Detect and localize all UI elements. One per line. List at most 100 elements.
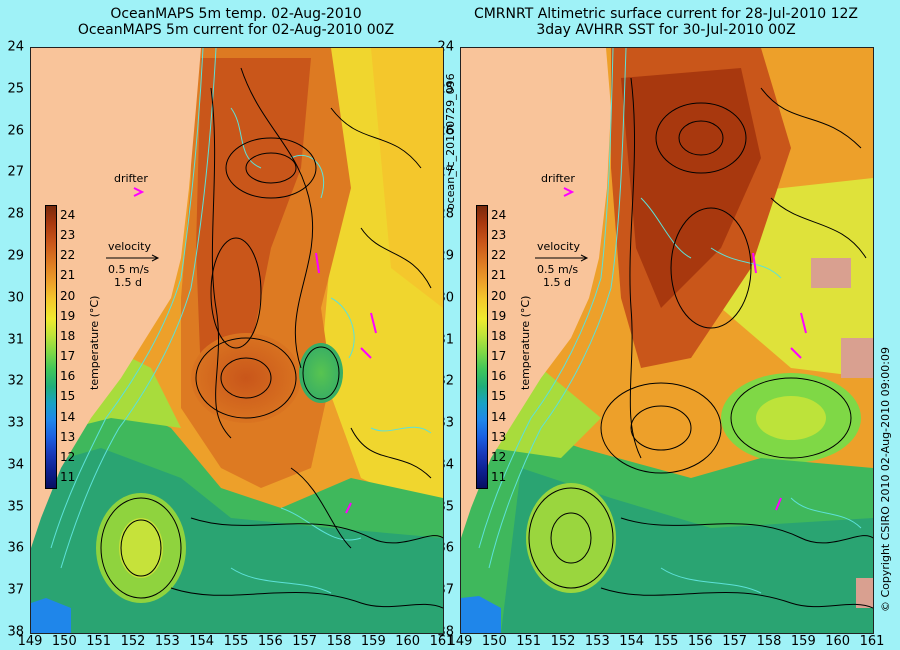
right-map: [460, 47, 874, 634]
longitude-label: 158: [326, 634, 352, 649]
latitude-label: 28: [7, 206, 24, 222]
southern-eddy-core: [119, 518, 163, 578]
southern-eddy: [526, 483, 616, 593]
left-velocity-arrow: [106, 254, 160, 262]
colorbar-tick-label: 15: [491, 389, 507, 404]
left-map: [30, 47, 444, 634]
longitude-label: 150: [51, 634, 77, 649]
colorbar-tick-label: 14: [491, 409, 507, 424]
colorbar-tick-label: 13: [491, 429, 507, 444]
file-id-label: ocean_fc_20100729_096: [444, 73, 457, 210]
longitude-label: 157: [722, 634, 748, 649]
bathymetry-contours: [50, 48, 432, 594]
eac-hot-core: [196, 58, 311, 408]
colorbar-tick-label: 12: [491, 449, 507, 464]
longitude-label: 153: [154, 634, 180, 649]
current-streamlines: [528, 77, 873, 609]
colorbar-tick-label: 20: [60, 288, 76, 303]
bass-strait-water: [31, 598, 71, 633]
colorbar-tick-label: 23: [491, 228, 507, 243]
left-x-axis: 149 150 151 152 153 154 155 156 157 158 159 160 161: [18, 634, 455, 650]
longitude-label: 151: [516, 634, 542, 649]
colorbar-tick-label: 16: [491, 369, 507, 384]
eac-hottest-core: [621, 68, 761, 308]
latitude-label: 38: [7, 624, 24, 640]
copyright-label: © Copyright CSIRO 2010 02-Aug-2010 09:00…: [879, 346, 892, 612]
right-drifter-label: drifter: [541, 172, 575, 185]
longitude-label: 155: [223, 634, 249, 649]
latitude-label: 24: [7, 39, 24, 55]
longitude-label: 160: [825, 634, 851, 649]
colorbar-tick-label: 11: [60, 470, 76, 484]
longitude-label: 155: [653, 634, 679, 649]
right-x-axis: 149 150 151 152 153 154 155 156 157 158 159 160 161: [448, 634, 885, 650]
latitude-label: 29: [7, 248, 24, 264]
longitude-label: 152: [550, 634, 576, 649]
longitude-label: 157: [292, 634, 318, 649]
ne-band: [371, 48, 443, 308]
right-velocity-arrow: [535, 254, 589, 262]
latitude-label: 36: [7, 540, 24, 556]
colorbar-tick-label: 15: [60, 389, 76, 404]
right-colorbar-ticks: 24 23 22 21 20 19 18 17 16 15 14 13 12 11: [491, 205, 515, 487]
longitude-label: 151: [86, 634, 112, 649]
longitude-label: 149: [447, 634, 473, 649]
right-colorbar: [476, 205, 488, 489]
bass-strait-water: [461, 596, 501, 633]
longitude-label: 156: [257, 634, 283, 649]
longitude-label: 156: [687, 634, 713, 649]
colorbar-tick-label: 22: [60, 248, 76, 263]
longitude-label: 154: [189, 634, 215, 649]
right-map-canvas: [461, 48, 873, 633]
colorbar-tick-label: 17: [491, 349, 507, 364]
colorbar-tick-label: 19: [60, 308, 76, 323]
right-title-line1: CMRNRT Altimetric surface current for 28…: [473, 6, 859, 22]
left-panel-title: OceanMAPS 5m temp. 02-Aug-2010 OceanMAPS…: [30, 6, 442, 38]
australia-land: [31, 48, 201, 548]
right-velocity-scale: 0.5 m/s: [537, 263, 579, 276]
colorbar-tick-label: 21: [60, 268, 76, 283]
left-colorbar-title: temperature (°C): [88, 295, 101, 390]
right-title-line2: 3day AVHRR SST for 30-Jul-2010 00Z: [536, 22, 796, 38]
colorbar-tick-label: 18: [60, 328, 76, 343]
latitude-label: 34: [7, 457, 24, 473]
drifter-tracks: [315, 252, 377, 514]
longitude-label: 149: [17, 634, 43, 649]
right-velocity-label: velocity: [537, 240, 580, 253]
latitude-label: 30: [7, 290, 24, 306]
latitude-label: 25: [7, 81, 24, 97]
left-colorbar: [45, 205, 57, 489]
current-streamlines: [100, 67, 443, 609]
colorbar-tick-label: 13: [60, 429, 76, 444]
left-velocity-scale: 0.5 m/s: [108, 263, 150, 276]
colorbar-tick-label: 21: [491, 268, 507, 283]
latitude-label: 31: [7, 332, 24, 347]
colorbar-tick-label: 24: [491, 208, 507, 222]
colorbar-tick-label: 24: [60, 208, 76, 222]
colorbar-tick-label: 20: [491, 288, 507, 303]
left-velocity-days: 1.5 d: [114, 276, 142, 289]
colorbar-tick-label: 23: [60, 228, 76, 243]
colorbar-tick-label: 22: [491, 248, 507, 263]
longitude-label: 158: [756, 634, 782, 649]
left-y-axis: 24 25 26 27 28 29 30 31 32 33 34 35 36 37 38: [2, 40, 26, 640]
warm-eddy: [191, 333, 301, 423]
left-colorbar-ticks: 24 23 22 21 20 19 18 17 16 15 14 13 12 11: [60, 205, 84, 487]
drifter-marker: [563, 187, 575, 197]
left-title-line2: OceanMAPS 5m current for 02-Aug-2010 00Z: [77, 22, 395, 38]
longitude-label: 153: [584, 634, 610, 649]
latitude-label: 27: [7, 164, 24, 180]
left-title-line1: OceanMAPS 5m temp. 02-Aug-2010: [110, 6, 362, 22]
longitude-label: 159: [790, 634, 816, 649]
colorbar-tick-label: 12: [60, 449, 76, 464]
latitude-label: 35: [7, 499, 24, 515]
longitude-label: 154: [619, 634, 645, 649]
drifter-tracks: [752, 252, 807, 511]
colorbar-tick-label: 11: [491, 470, 507, 484]
latitude-label: 26: [7, 123, 24, 139]
left-map-canvas: [31, 48, 443, 633]
cold-eddy: [299, 343, 343, 403]
right-colorbar-title: temperature (°C): [519, 295, 532, 390]
right-velocity-days: 1.5 d: [543, 276, 571, 289]
longitude-label: 159: [360, 634, 386, 649]
